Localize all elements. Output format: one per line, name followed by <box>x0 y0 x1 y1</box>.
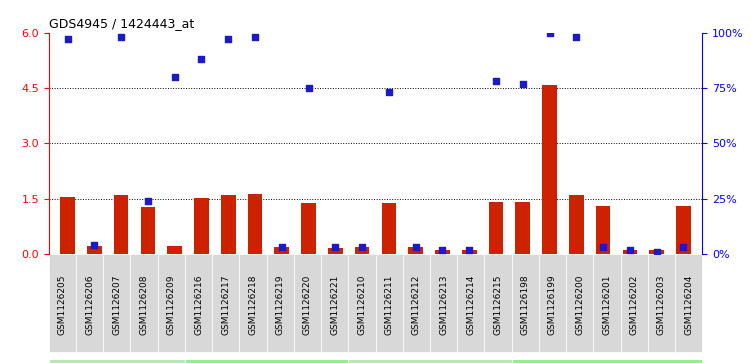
Text: GSM1126203: GSM1126203 <box>657 275 666 335</box>
Point <box>624 247 636 253</box>
Point <box>383 90 395 95</box>
Point <box>222 36 234 42</box>
Point <box>517 81 529 86</box>
Point <box>409 245 421 250</box>
Text: GSM1126219: GSM1126219 <box>276 275 285 335</box>
Text: GSM1126204: GSM1126204 <box>684 275 693 335</box>
Bar <box>435 250 450 254</box>
Point <box>195 56 207 62</box>
Bar <box>301 203 316 254</box>
Text: GSM1126200: GSM1126200 <box>575 275 584 335</box>
Text: GSM1126202: GSM1126202 <box>629 275 638 335</box>
Text: GSM1126208: GSM1126208 <box>140 275 149 335</box>
Text: GSM1126217: GSM1126217 <box>222 275 231 335</box>
Bar <box>409 247 423 254</box>
Bar <box>274 248 289 254</box>
Bar <box>140 207 155 254</box>
Point <box>490 78 502 84</box>
Point <box>330 245 342 250</box>
Point <box>597 245 609 250</box>
Bar <box>515 202 530 254</box>
Point <box>62 36 74 42</box>
Bar <box>167 246 182 254</box>
Bar <box>221 195 236 254</box>
Point <box>544 30 556 36</box>
Text: GSM1126215: GSM1126215 <box>493 275 502 335</box>
Point <box>650 249 662 255</box>
Text: GSM1126209: GSM1126209 <box>167 275 176 335</box>
Bar <box>194 198 209 254</box>
Text: GSM1126218: GSM1126218 <box>249 275 258 335</box>
Text: GSM1126214: GSM1126214 <box>466 275 475 335</box>
Point <box>570 34 582 40</box>
Text: GDS4945 / 1424443_at: GDS4945 / 1424443_at <box>49 17 194 30</box>
Bar <box>462 250 477 254</box>
Text: GSM1126211: GSM1126211 <box>385 275 394 335</box>
Text: GSM1126206: GSM1126206 <box>85 275 94 335</box>
Bar <box>382 203 397 254</box>
Text: GSM1126213: GSM1126213 <box>439 275 448 335</box>
Bar <box>542 85 557 254</box>
Bar <box>248 194 262 254</box>
Bar <box>676 206 691 254</box>
Point <box>356 245 368 250</box>
Bar <box>328 248 342 254</box>
Bar <box>569 195 584 254</box>
Point <box>276 245 288 250</box>
Text: GSM1126216: GSM1126216 <box>194 275 203 335</box>
Text: GSM1126199: GSM1126199 <box>548 274 557 335</box>
Text: GSM1126201: GSM1126201 <box>602 275 611 335</box>
Bar <box>650 250 664 254</box>
Text: GSM1126220: GSM1126220 <box>303 275 312 335</box>
Bar <box>354 247 369 254</box>
Bar <box>87 246 101 254</box>
Bar <box>596 206 611 254</box>
Text: GSM1126212: GSM1126212 <box>412 275 421 335</box>
Bar <box>623 250 638 254</box>
Point <box>463 247 475 253</box>
Point <box>169 74 181 80</box>
Point <box>249 34 261 40</box>
Point <box>436 247 448 253</box>
Text: GSM1126205: GSM1126205 <box>58 275 67 335</box>
Point <box>142 198 154 204</box>
Point <box>89 242 101 248</box>
Text: GSM1126207: GSM1126207 <box>113 275 122 335</box>
Text: GSM1126210: GSM1126210 <box>357 275 366 335</box>
Point <box>677 245 689 250</box>
Point <box>115 34 127 40</box>
Bar <box>60 197 75 254</box>
Bar <box>489 203 503 254</box>
Bar <box>113 195 128 254</box>
Text: GSM1126221: GSM1126221 <box>330 275 339 335</box>
Point <box>303 85 315 91</box>
Text: GSM1126198: GSM1126198 <box>520 274 529 335</box>
